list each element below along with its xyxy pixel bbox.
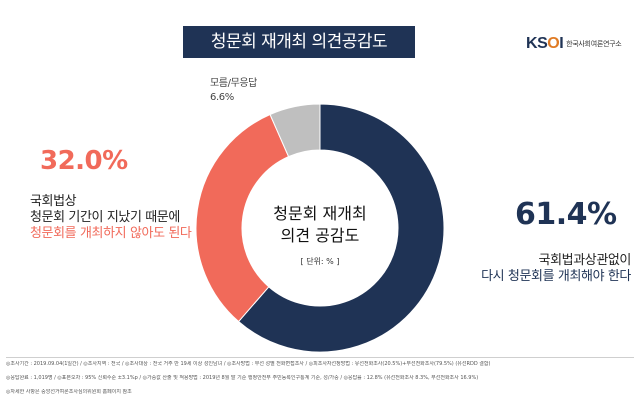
footer-divider (6, 357, 634, 358)
donut-slice-2 (195, 113, 290, 323)
logo-subtitle: 한국사회여론연구소 (566, 40, 622, 48)
unit-label: [ 단위: % ] (301, 256, 340, 266)
slice-value-label-3: 6.6% (210, 92, 234, 103)
footnote-line3: ◎자세한 사항은 중앙선거여론조사심의위원회 홈페이지 참조 (6, 389, 132, 395)
slice-label-2b: 청문회 기간이 지났기 때문에 (30, 210, 180, 225)
slice-value-label-2: 32.0% (40, 146, 128, 176)
slice-label-1a: 국회법과상관없이 (538, 253, 632, 268)
donut-slice-3 (269, 103, 321, 158)
slice-label-2c: 청문회를 개최하지 않아도 된다 (30, 226, 192, 241)
donut-slice-1 (237, 103, 445, 353)
footnote-line2: ◎응답완료 : 1,019명 / ◎표본오차 : 95% 신뢰수준 ±3.1%p… (6, 375, 479, 381)
footnote-line1: ◎조사기간 : 2019.09.04(1일간) / ◎조사지역 : 전국 / ◎… (6, 361, 491, 367)
slice-value-label-1: 61.4% (515, 197, 617, 232)
center-label-line1: 청문회 재개최 (273, 204, 366, 223)
slice-label-2a: 국회법상 (30, 194, 77, 209)
ksoi-logo: KSOI 한국사회여론연구소 (526, 34, 622, 54)
logo-mark: KSOI (526, 35, 564, 52)
center-label-line2: 의견 공감도 (281, 226, 360, 245)
slice-label-3: 모름/무응답 (210, 78, 257, 89)
chart-title: 청문회 재개최 의견공감도 (183, 26, 415, 58)
slice-label-1b: 다시 청문회를 개최해야 한다 (481, 269, 631, 284)
